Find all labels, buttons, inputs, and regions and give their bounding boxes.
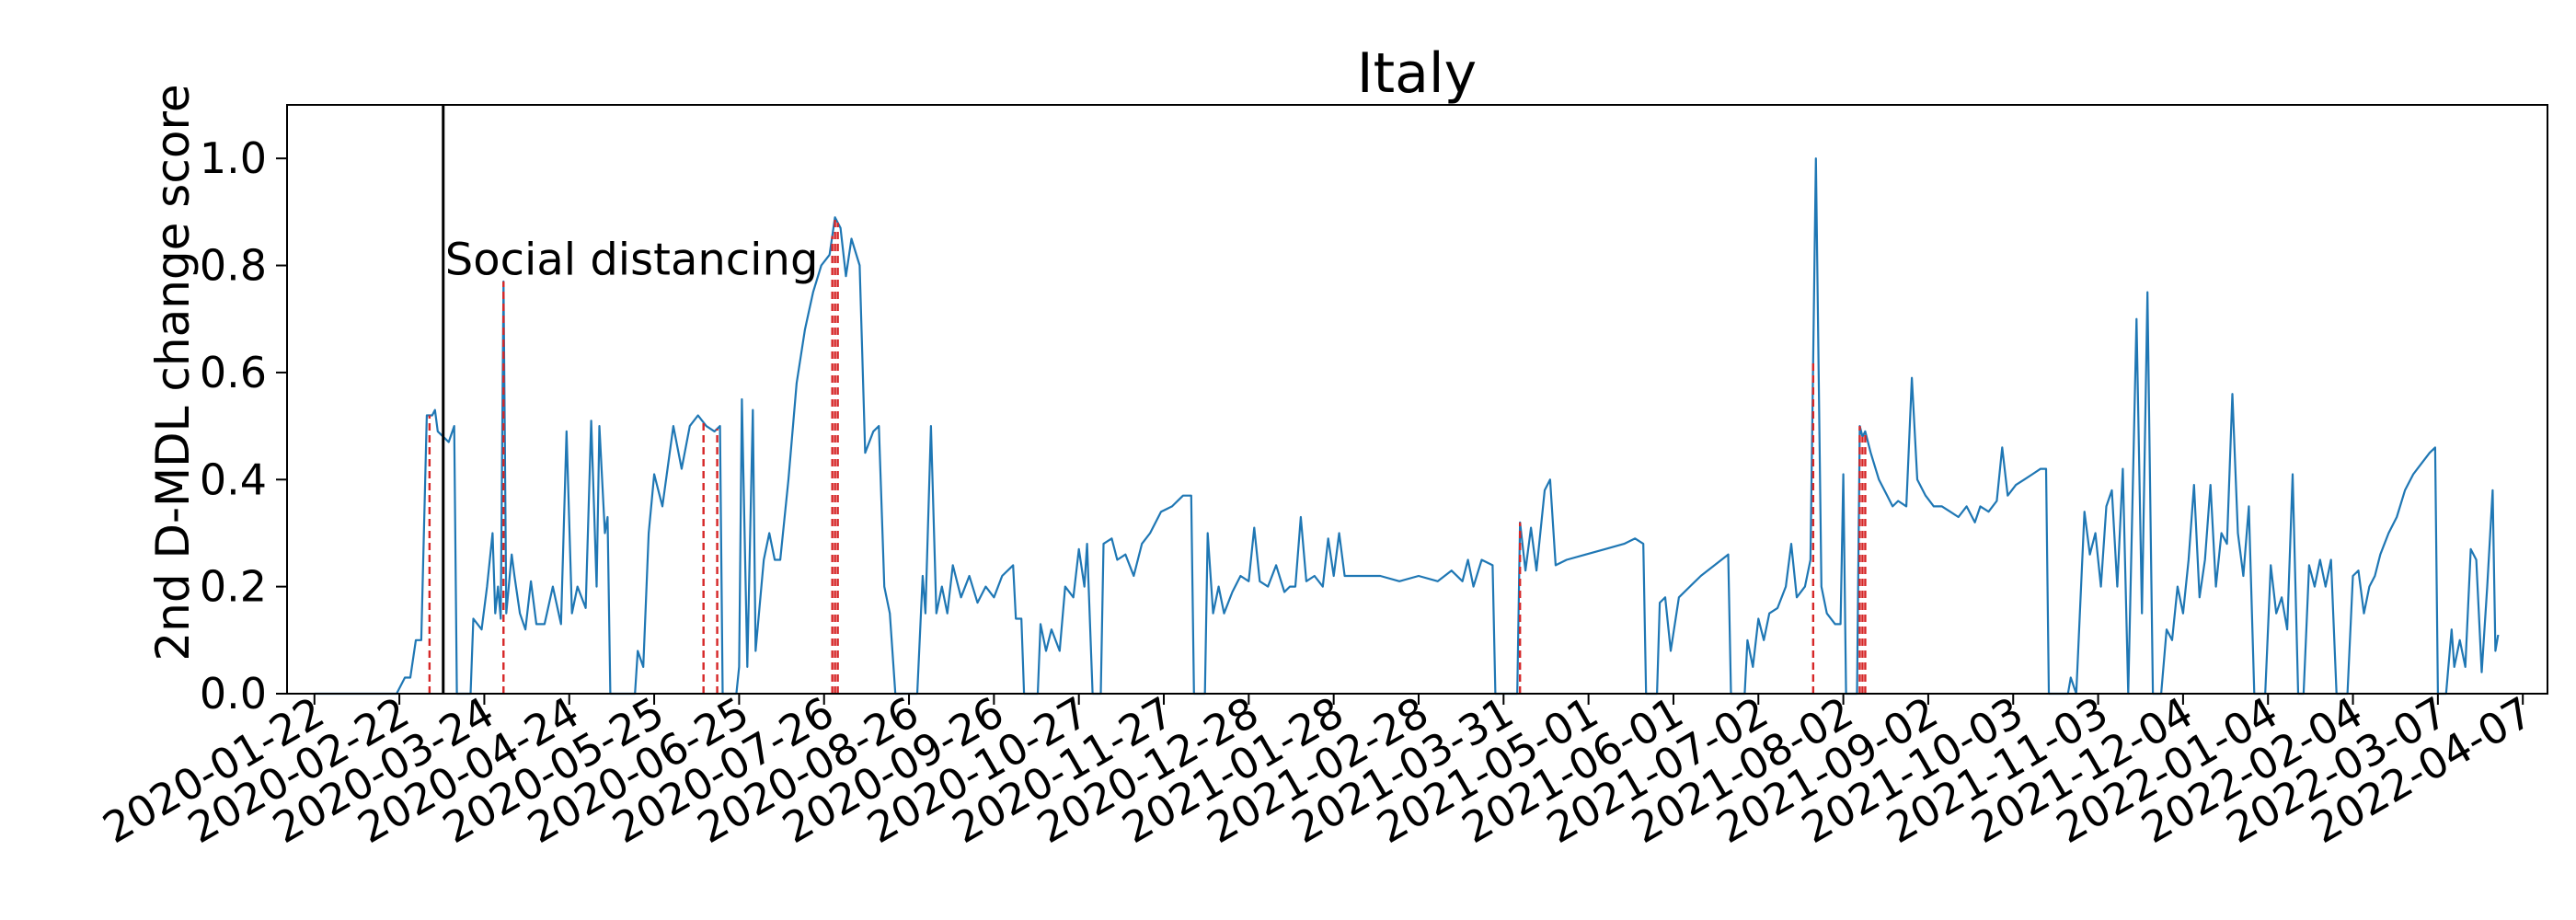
event-annotation: Social distancing <box>445 235 819 286</box>
chart-title: Italy <box>1357 41 1477 106</box>
y-tick-label: 1.0 <box>200 133 267 183</box>
y-tick-label: 0.0 <box>200 669 267 719</box>
series-line <box>314 157 2500 696</box>
plot-frame <box>286 104 2548 695</box>
y-tick-label: 0.2 <box>200 562 267 612</box>
y-tick-label: 0.6 <box>200 348 267 397</box>
y-axis-label: 2nd D-MDL change score <box>146 84 200 661</box>
y-tick-label: 0.8 <box>200 241 267 291</box>
plot-area: Social distancing <box>314 105 2500 696</box>
y-tick-label: 0.4 <box>200 454 267 504</box>
